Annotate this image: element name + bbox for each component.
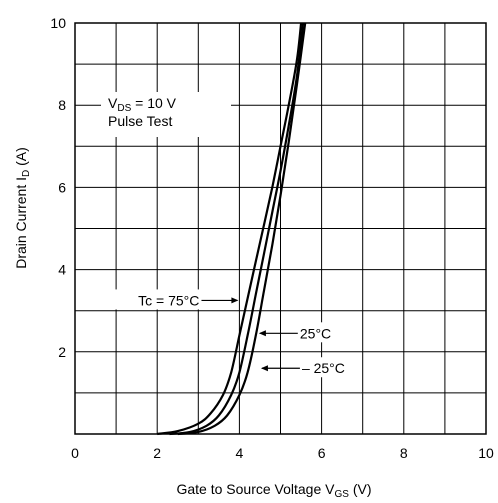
grid (74, 22, 487, 435)
y-tick-label: 4 (58, 262, 66, 278)
x-axis-label: Gate to Source Voltage VGS (V) (176, 481, 371, 500)
annotations: Tc = 75°C 25°C – 25°C (105, 289, 356, 378)
y-tick-label: 10 (50, 15, 66, 31)
plot-frame (74, 22, 487, 435)
x-tick-label: 0 (71, 445, 79, 461)
y-axis-label: Drain Current ID (A) (13, 147, 32, 269)
conditions-box (101, 92, 231, 137)
curves (157, 22, 307, 436)
curve-series-1 (169, 22, 305, 436)
series-label: 25°C (300, 325, 331, 341)
tick-labels: 0 2 4 6 8 10 2 4 6 8 10 (50, 15, 494, 461)
x-tick-label: 8 (400, 445, 408, 461)
annotation-backdrop (299, 357, 356, 378)
x-tick-label: 6 (318, 445, 326, 461)
y-tick-label: 2 (58, 344, 66, 360)
curve-series-0 (157, 22, 303, 436)
x-tick-label: 4 (236, 445, 244, 461)
annotation-arrowhead (231, 297, 239, 304)
curve-series-2 (177, 22, 307, 436)
x-tick-label: 2 (153, 445, 161, 461)
y-tick-label: 8 (58, 97, 66, 113)
annotation-arrowhead (260, 365, 268, 372)
vds-condition: VDS = 10 V (108, 95, 177, 114)
series-label: – 25°C (302, 360, 345, 376)
series-label: Tc = 75°C (138, 292, 199, 308)
pulse-test-label: Pulse Test (108, 113, 172, 129)
x-tick-label: 10 (478, 445, 494, 461)
annotation-arrowhead (258, 330, 266, 337)
annotation-backdrop (297, 322, 354, 343)
annotation-backdrop (105, 289, 202, 310)
y-tick-label: 6 (58, 179, 66, 195)
